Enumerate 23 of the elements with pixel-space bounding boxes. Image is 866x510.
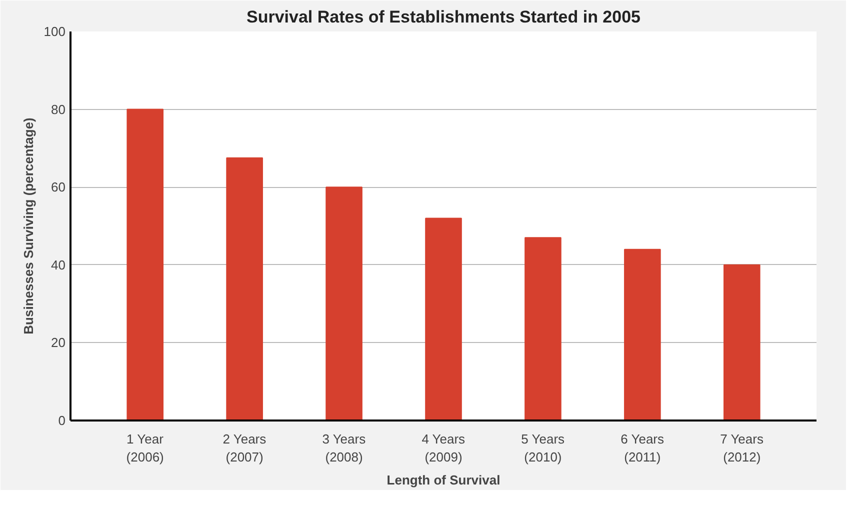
- x-tick-label: 5 Years (2010): [521, 432, 566, 464]
- y-tick-label: 40: [51, 257, 66, 272]
- x-tick-label: 3 Years (2008): [322, 432, 366, 464]
- y-tick-label: 0: [58, 413, 66, 428]
- x-tick-label: 1 Year (2006): [126, 432, 164, 464]
- chart-title: Survival Rates of Establishments Started in 2005: [246, 8, 640, 26]
- x-tick-label: 6 Years (2011): [620, 432, 665, 464]
- y-tick-label: 80: [51, 102, 66, 117]
- x-tick-label: 7 Years (2012): [720, 432, 764, 464]
- x-axis-title: Length of Survival: [386, 472, 500, 488]
- bar: [624, 248, 661, 420]
- bar: [723, 264, 760, 420]
- x-tick-label: 2 Years (2007): [222, 432, 267, 464]
- y-axis-title: Businesses Surviving (percentage): [20, 118, 36, 334]
- bar: [326, 186, 362, 420]
- bar: [425, 218, 462, 420]
- x-tick-label: 4 Years (2009): [422, 432, 466, 464]
- bar: [524, 237, 562, 420]
- bar: [126, 108, 164, 420]
- y-tick-label: 100: [44, 24, 66, 39]
- y-tick-label: 60: [51, 180, 66, 195]
- bar: [226, 157, 263, 420]
- y-tick-label: 20: [51, 335, 66, 350]
